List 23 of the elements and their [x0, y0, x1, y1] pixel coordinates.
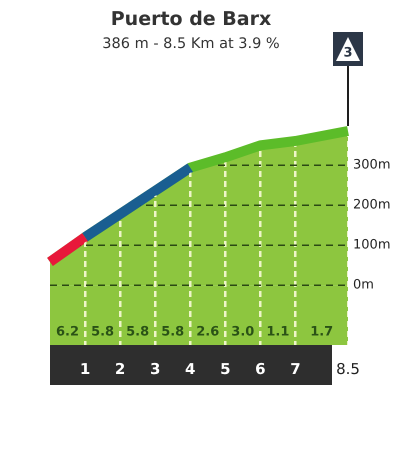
chart-subtitle: 386 m - 8.5 Km at 3.9 %: [102, 36, 280, 52]
annotation: 5.8: [126, 324, 150, 340]
y-tick-label: 300m: [353, 158, 390, 173]
y-tick-label: 100m: [353, 238, 390, 253]
x-tick-label: 8.5: [336, 360, 360, 378]
y-tick-label: 0m: [353, 277, 374, 292]
y-tick-label: 200m: [353, 198, 390, 213]
annotation: 1.7: [310, 324, 334, 340]
x-tick-label: 2: [114, 360, 126, 378]
x-tick-label: 7: [290, 360, 301, 378]
x-tick-label: 6: [255, 360, 266, 378]
annotation: 1.1: [266, 324, 290, 340]
annotation: 5.8: [161, 324, 184, 340]
text: 3: [343, 45, 353, 60]
annotation: 2.6: [196, 324, 220, 340]
annotation: 6.2: [56, 324, 80, 340]
x-tick-label: 5: [220, 360, 231, 378]
annotation: 5.8: [91, 324, 114, 340]
chart-title: Puerto de Barx: [110, 8, 272, 30]
x-tick-label: 4: [185, 360, 196, 378]
x-tick-label: 1: [80, 360, 90, 378]
annotation: 3.0: [231, 324, 254, 340]
x-tick-label: 3: [150, 360, 160, 378]
